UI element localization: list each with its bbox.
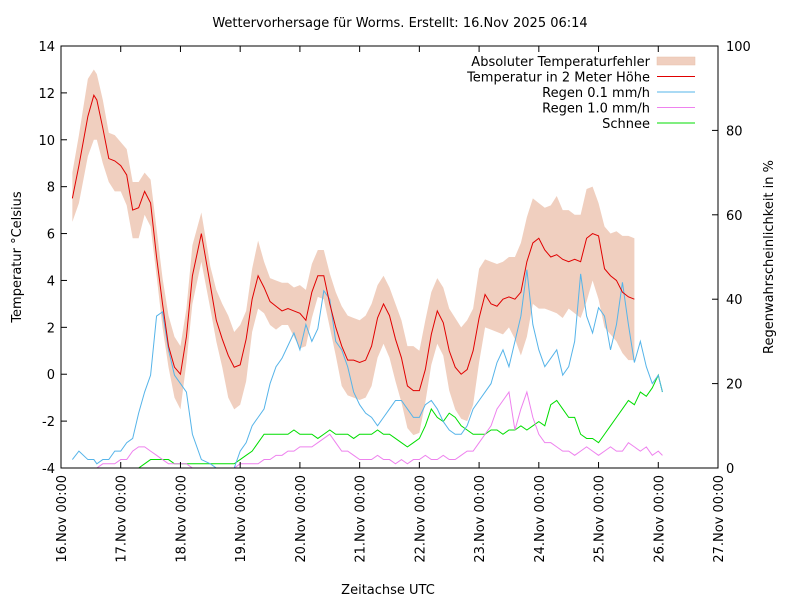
legend-swatch-band: [656, 56, 696, 66]
y-tick-label: 0: [47, 368, 55, 383]
x-tick-label: 23.Nov 00:00: [473, 475, 488, 563]
x-tick-label: 17.Nov 00:00: [115, 475, 130, 563]
y-tick-label: 8: [47, 181, 55, 196]
y2-tick-label: 0: [726, 462, 734, 477]
y2-tick-label: 80: [726, 124, 743, 139]
y-tick-label: -4: [42, 462, 55, 477]
y-tick-label: -2: [42, 415, 55, 430]
x-tick-label: 26.Nov 00:00: [652, 475, 667, 563]
plot-frame: [60, 45, 719, 469]
chart-title: Wettervorhersage für Worms. Erstellt: 16…: [212, 16, 587, 31]
y-tick-label: 10: [38, 134, 55, 149]
rain-01mm-line: [71, 269, 663, 469]
x-axis-label: Zeitachse UTC: [341, 583, 435, 598]
x-tick-label: 21.Nov 00:00: [354, 475, 369, 563]
rain-1mm-line: [72, 390, 663, 469]
x-tick-label: 19.Nov 00:00: [234, 475, 249, 563]
legend-label: Regen 0.1 mm/h: [542, 86, 650, 101]
y-tick-label: 14: [38, 40, 55, 55]
y-tick-label: 2: [47, 321, 55, 336]
y-tick-label: 12: [38, 87, 55, 102]
x-tick-label: 25.Nov 00:00: [593, 475, 608, 563]
y2-tick-label: 40: [726, 293, 743, 308]
legend-label: Absoluter Temperaturfehler: [471, 55, 650, 70]
x-tick-label: 18.Nov 00:00: [174, 475, 189, 563]
y2-tick-label: 100: [726, 40, 751, 55]
x-tick-label: 24.Nov 00:00: [533, 475, 548, 563]
temperature-line: [71, 94, 635, 392]
x-tick-label: 27.Nov 00:00: [712, 475, 727, 563]
legend-label: Schnee: [602, 117, 650, 132]
legend-label: Temperatur in 2 Meter Höhe: [466, 71, 650, 86]
y-tick-label: 4: [47, 274, 55, 289]
y-axis-label: Temperatur °Celsius: [10, 191, 25, 324]
plot-area: [71, 69, 663, 469]
legend-label: Regen 1.0 mm/h: [542, 102, 650, 117]
y2-axis-label: Regenwahrscheinlichkeit in %: [762, 160, 777, 354]
temperature-error-band: [72, 69, 635, 436]
snow-line: [72, 373, 663, 469]
y-tick-label: 6: [47, 228, 55, 243]
x-tick-label: 20.Nov 00:00: [294, 475, 309, 563]
y2-tick-label: 60: [726, 209, 743, 224]
x-tick-label: 16.Nov 00:00: [55, 475, 70, 563]
x-tick-label: 22.Nov 00:00: [413, 475, 428, 563]
y2-tick-label: 20: [726, 378, 743, 393]
axes: -4 -2 0 2 4 6 8 10 12 14 0 20 40 60 80 100 16.Nov 00:00 1…: [38, 40, 750, 563]
